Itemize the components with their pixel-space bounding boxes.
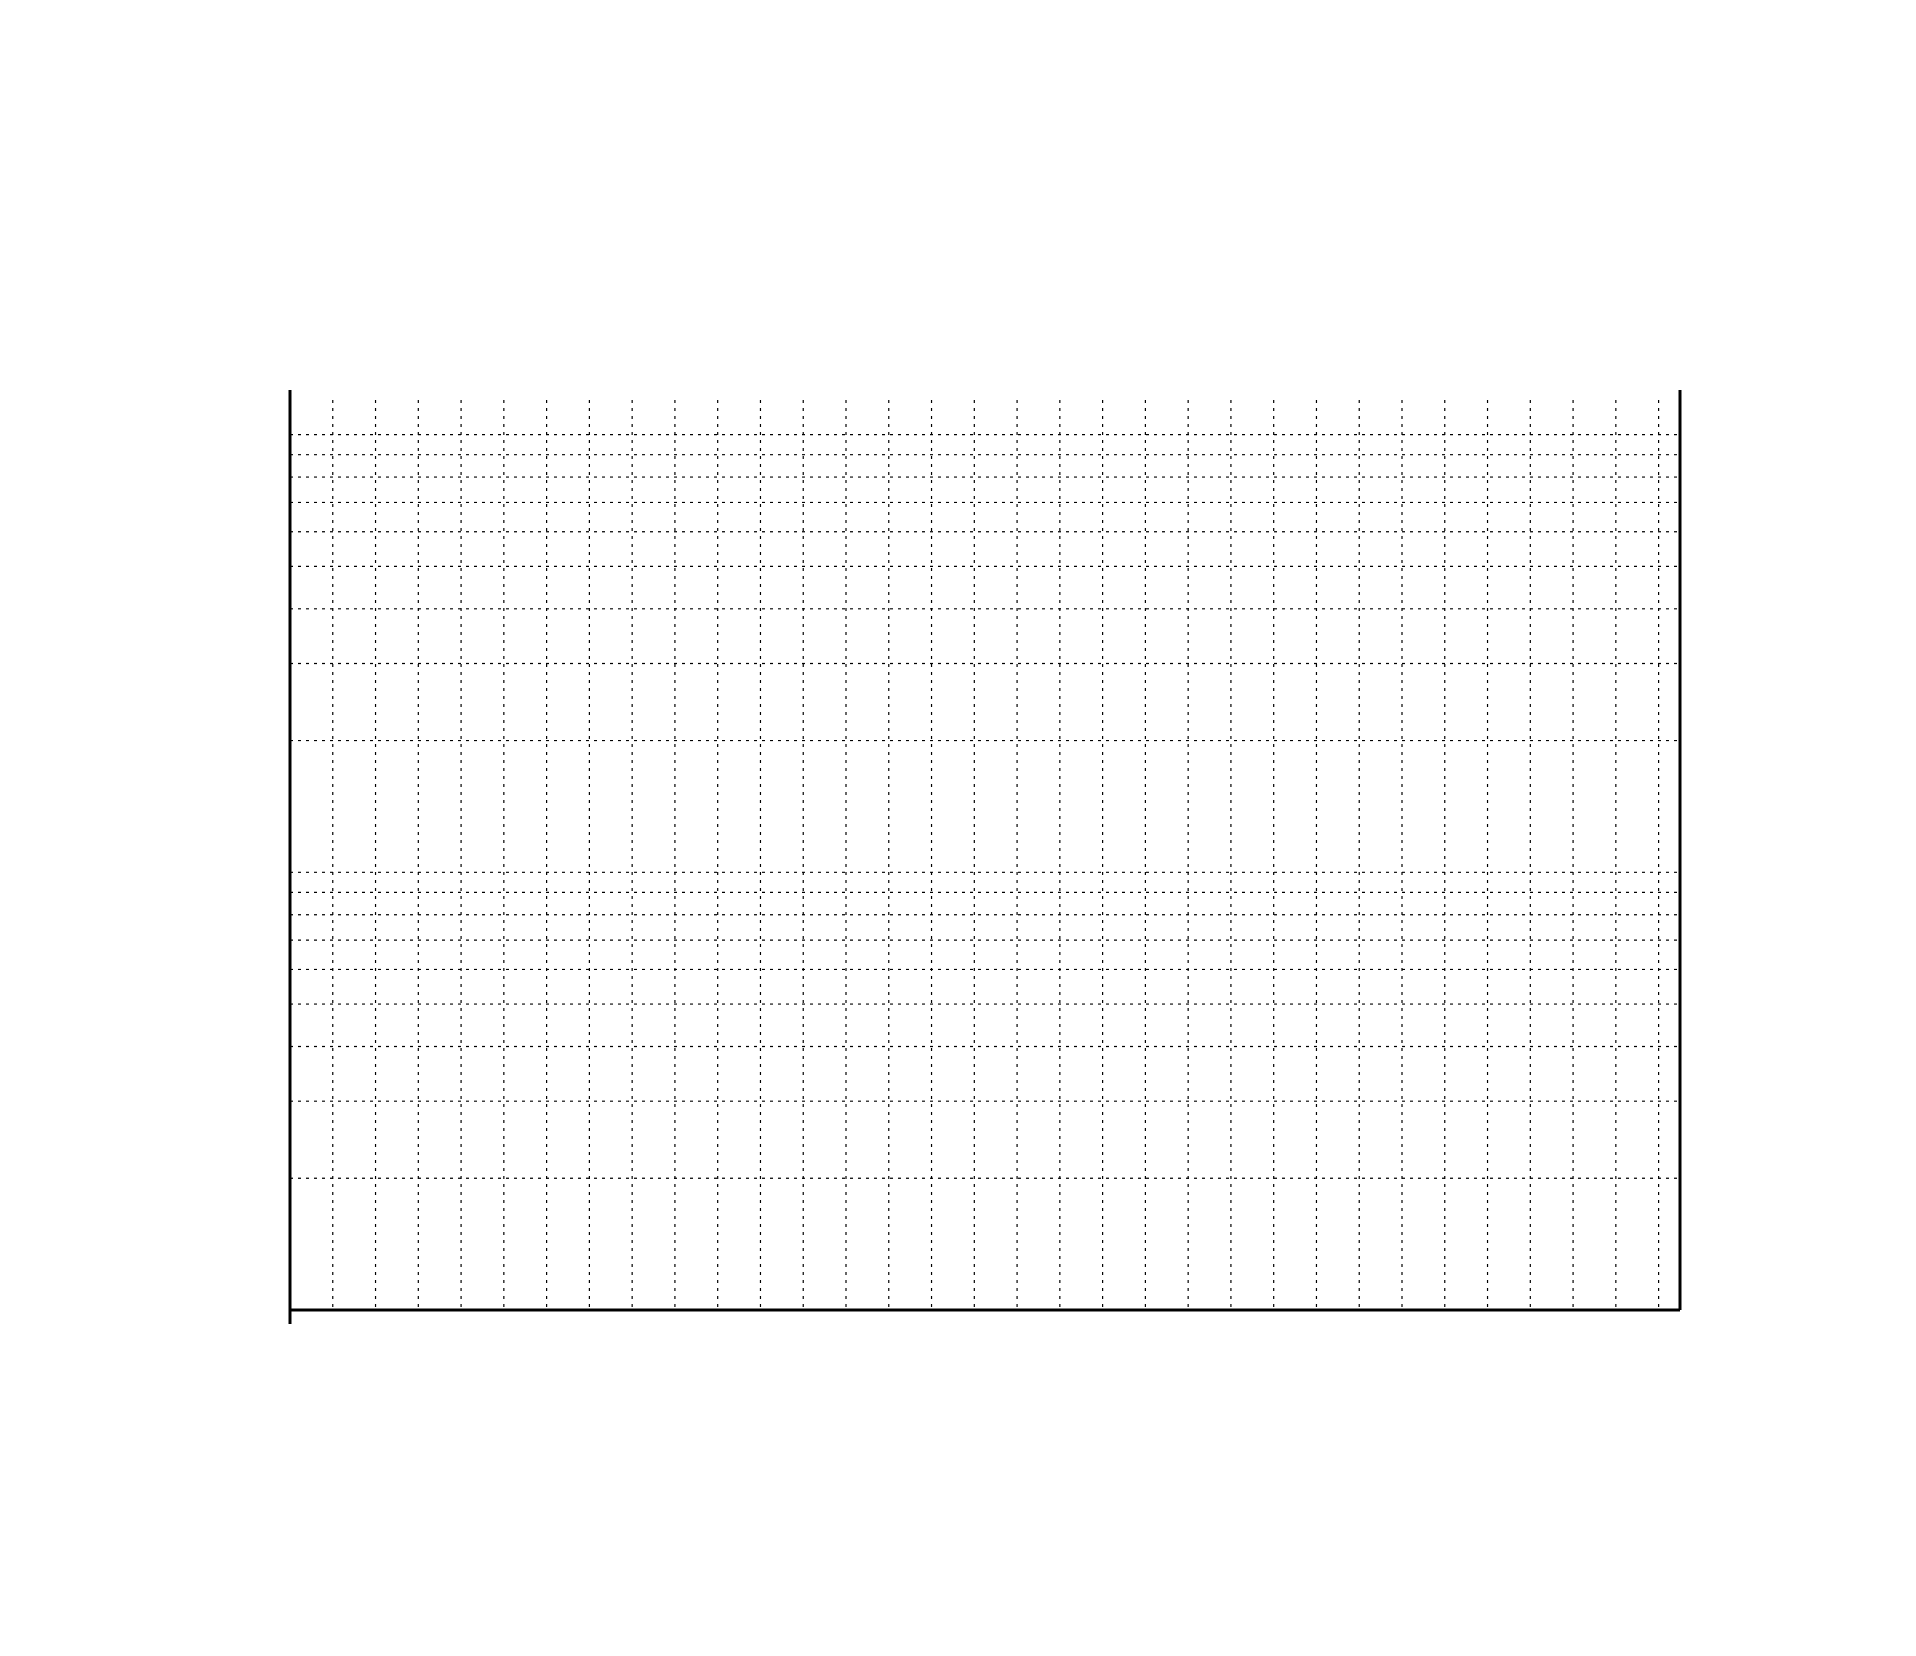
chart-root [0, 0, 1916, 1656]
